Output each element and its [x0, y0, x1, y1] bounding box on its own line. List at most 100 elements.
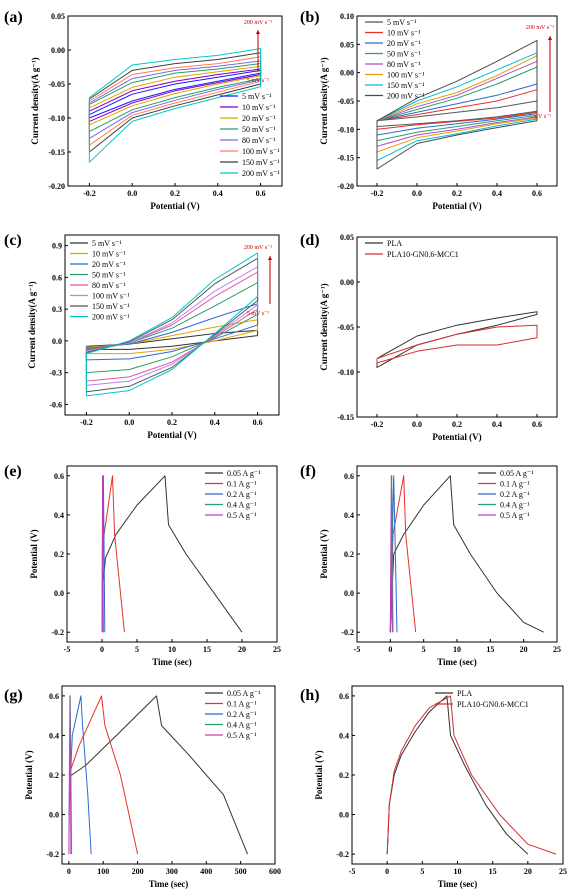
panel-label: (b) — [300, 9, 320, 26]
series-line — [85, 257, 259, 393]
x-tick-label: 0.4 — [492, 420, 502, 429]
legend-label: PLA — [387, 239, 402, 248]
x-tick-label: 25 — [559, 867, 567, 876]
y-tick-label: -0.20 — [48, 182, 65, 191]
series-line — [85, 252, 259, 397]
legend-label: 10 mV s⁻¹ — [242, 103, 276, 112]
x-tick-label: -0.2 — [371, 420, 384, 429]
legend-label: PLA10-GN0.6-MCC1 — [387, 250, 459, 259]
legend-label: 0.4 A g⁻¹ — [227, 501, 257, 510]
legend-label: 80 mV s⁻¹ — [242, 136, 276, 145]
x-axis-title: Potential (V) — [147, 430, 196, 440]
x-tick-label: 0.6 — [532, 189, 542, 198]
x-tick-label: 0.0 — [412, 420, 422, 429]
legend-label: 10 mV s⁻¹ — [92, 250, 126, 259]
y-tick-label: 0.05 — [340, 40, 354, 49]
x-axis-title: Potential (V) — [432, 201, 481, 211]
x-tick-label: 0.6 — [532, 420, 542, 429]
y-tick-label: 0.2 — [344, 550, 354, 559]
series-line — [85, 266, 259, 386]
y-tick-label: 0.05 — [51, 12, 65, 21]
annotation-bottom: 5 mV s⁻¹ — [247, 311, 269, 317]
panel-label: (d) — [300, 232, 320, 249]
y-tick-label: 0.0 — [52, 337, 62, 346]
y-tick-label: 0.4 — [339, 731, 349, 740]
panel-label: (e) — [4, 463, 22, 480]
series-line — [85, 271, 259, 382]
y-tick-label: 0.6 — [344, 472, 354, 481]
x-tick-label: 400 — [200, 867, 212, 876]
x-tick-label: 0.4 — [492, 189, 502, 198]
legend-label: 0.2 A g⁻¹ — [227, 710, 257, 719]
x-tick-label: 0.4 — [213, 189, 223, 198]
x-tick-label: 25 — [273, 645, 281, 654]
x-tick-label: 0.6 — [253, 418, 263, 427]
legend-label: 0.1 A g⁻¹ — [227, 480, 257, 489]
x-tick-label: -0.2 — [83, 189, 96, 198]
y-tick-label: 0.4 — [344, 511, 354, 520]
y-tick-label: 0.2 — [339, 771, 349, 780]
panel-3: (c) -0.2 0.0 0.2 0.4 0.6 -0.6 -0.3 0.0 0.3 0.6 0.9 P… — [4, 232, 280, 440]
annotation-bottom: 5 mV s⁻¹ — [247, 78, 269, 84]
legend-label: 0.5 A g⁻¹ — [227, 511, 257, 520]
annotation-top: 200 mV s⁻¹ — [244, 245, 272, 251]
x-tick-label: 0.0 — [124, 418, 134, 427]
x-tick-label: 5 — [422, 645, 426, 654]
legend-label: 5 mV s⁻¹ — [242, 92, 272, 101]
legend-label: 200 mV s⁻¹ — [387, 92, 425, 101]
legend-label: 150 mV s⁻¹ — [242, 158, 280, 167]
y-tick-label: 0.6 — [339, 692, 349, 701]
y-tick-label: -0.05 — [337, 323, 354, 332]
y-tick-label: 0.0 — [49, 811, 59, 820]
legend-label: 10 mV s⁻¹ — [387, 29, 421, 38]
y-tick-label: 0.05 — [340, 233, 354, 242]
series-line — [389, 475, 544, 633]
y-tick-label: -0.15 — [48, 148, 65, 157]
series-line — [101, 475, 125, 633]
x-tick-label: 0.0 — [412, 189, 422, 198]
y-tick-label: 0.9 — [52, 242, 62, 251]
y-tick-label: 0.00 — [340, 69, 354, 78]
x-tick-label: 20 — [238, 645, 246, 654]
y-tick-label: 0.00 — [340, 278, 354, 287]
x-axis-title: Time (sec) — [149, 879, 189, 889]
x-tick-label: 600 — [269, 867, 281, 876]
x-tick-label: 0 — [100, 645, 104, 654]
series-line — [101, 475, 104, 633]
legend-label: 50 mV s⁻¹ — [387, 50, 421, 59]
y-axis-title: Current density(A g⁻¹) — [30, 57, 40, 144]
y-tick-label: 0.4 — [54, 511, 64, 520]
series-line — [68, 695, 92, 855]
legend-label: 0.2 A g⁻¹ — [227, 490, 257, 499]
x-tick-label: 0.2 — [170, 189, 180, 198]
legend-label: 150 mV s⁻¹ — [92, 302, 130, 311]
x-axis-title: Potential (V) — [432, 432, 481, 442]
series-line — [68, 695, 72, 855]
y-tick-label: -0.10 — [337, 368, 354, 377]
x-tick-label: 15 — [203, 645, 211, 654]
y-tick-label: 0.6 — [54, 472, 64, 481]
x-tick-label: 0.2 — [452, 420, 462, 429]
y-tick-label: -0.20 — [337, 182, 354, 191]
legend-label: 100 mV s⁻¹ — [92, 292, 130, 301]
x-tick-label: -0.2 — [371, 189, 384, 198]
y-tick-label: -0.05 — [337, 97, 354, 106]
x-tick-label: 20 — [524, 867, 532, 876]
legend-label: 0.5 A g⁻¹ — [500, 511, 530, 520]
legend-label: 50 mV s⁻¹ — [242, 125, 276, 134]
series-line — [376, 311, 538, 368]
series-line — [376, 324, 538, 364]
x-tick-label: 15 — [489, 867, 497, 876]
y-axis-title: Potential (V) — [319, 529, 329, 578]
x-tick-label: 0.6 — [256, 189, 266, 198]
legend-label: 50 mV s⁻¹ — [92, 271, 126, 280]
legend-label: 100 mV s⁻¹ — [387, 71, 425, 80]
y-tick-label: -0.15 — [337, 413, 354, 422]
y-tick-label: 0.3 — [52, 305, 62, 314]
legend-label: 5 mV s⁻¹ — [387, 18, 417, 27]
panel-label: (h) — [300, 687, 320, 704]
series-line — [88, 63, 262, 133]
y-tick-label: -0.2 — [51, 628, 64, 637]
x-tick-label: 0.2 — [452, 189, 462, 198]
panel-5: (e) -5 0 5 10 15 20 25 -0.2 0.0 0.2 0.4 0.6 Time (sec… — [4, 463, 281, 667]
